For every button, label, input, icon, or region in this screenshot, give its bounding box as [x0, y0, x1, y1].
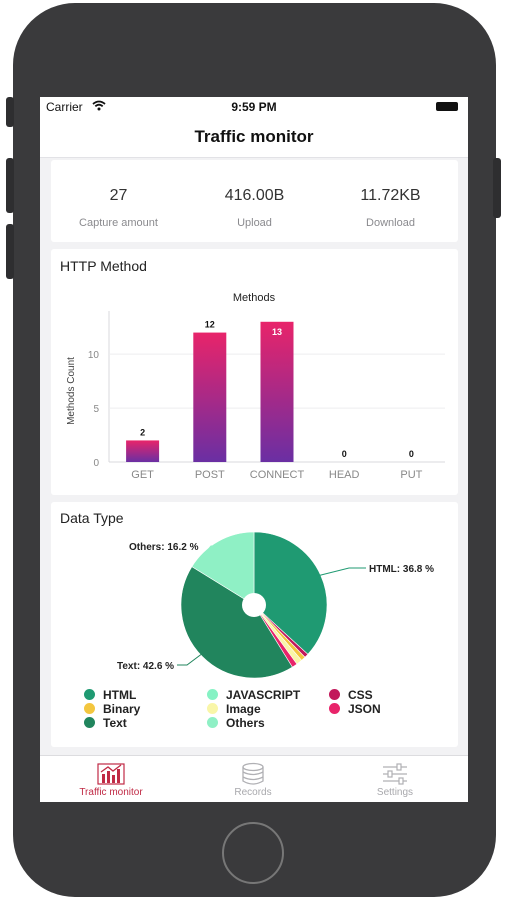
pie-slices: [180, 531, 328, 679]
legend-swatch: [207, 689, 218, 700]
stat-label: Download: [366, 217, 415, 229]
bar-value-label: 2: [140, 427, 145, 437]
bar-post: [193, 332, 227, 462]
section-title: HTTP Method: [60, 258, 147, 274]
x-tick-label: PUT: [400, 469, 422, 481]
callout-text: Text: 42.6 %: [117, 661, 174, 672]
data-type-pie-chart: HTML: 36.8 % Text: 42.6 % Others: 16.2 %: [117, 531, 434, 679]
status-time: 9:59 PM: [231, 100, 277, 114]
tab-records[interactable]: Records: [182, 756, 324, 802]
callout-html: HTML: 36.8 %: [369, 564, 434, 575]
stat-value: 11.72KB: [360, 187, 421, 204]
y-axis-ticks: 0 5 10: [88, 350, 100, 469]
stat-value: 416.00B: [224, 187, 285, 204]
methods-bar-chart: Methods Methods Count 0 5 10 2 12 13 0 0 GET PO…: [66, 292, 445, 481]
legend-label: HTML: [103, 688, 137, 702]
legend-swatch: [84, 703, 95, 714]
page-title: Traffic monitor: [194, 127, 314, 146]
y-tick-label: 0: [93, 458, 99, 469]
callout-line-text: [177, 649, 208, 666]
legend-label: Text: [103, 716, 127, 730]
bar-value-label: 12: [205, 320, 215, 330]
bar-value-label: 0: [342, 449, 347, 459]
callout-others: Others: 16.2 %: [129, 542, 199, 553]
battery-icon: [436, 102, 458, 111]
legend-swatch: [207, 703, 218, 714]
legend-label: Binary: [103, 702, 141, 716]
x-tick-label: POST: [195, 469, 225, 481]
status-bar: Carrier 9:59 PM: [40, 97, 468, 117]
summary-card: 27 Capture amount 416.00B Upload 11.72KB…: [51, 160, 458, 242]
legend-label: Others: [226, 716, 265, 730]
sliders-icon: [383, 763, 407, 785]
legend-label: JSON: [348, 702, 381, 716]
legend-swatch: [329, 689, 340, 700]
callout-line-others: [198, 545, 217, 561]
http-method-card: HTTP Method Methods Methods Count 0 5 10 2…: [51, 249, 458, 495]
bar-value-label: 0: [409, 449, 414, 459]
volume-down-button: [6, 224, 14, 279]
x-tick-label: CONNECT: [250, 469, 305, 481]
callout-line-html: [316, 567, 366, 577]
pie-slice-html: [253, 531, 328, 655]
chart-title: Methods: [233, 292, 276, 304]
bar-chart-icon: [97, 763, 125, 785]
tab-label: Traffic monitor: [79, 787, 143, 798]
legend-swatch: [84, 689, 95, 700]
section-title: Data Type: [60, 510, 124, 526]
data-type-card: Data Type HTML: 36.8 % Text: 42.6 % Othe…: [51, 502, 458, 747]
bar-connect: [260, 321, 294, 462]
database-icon: [242, 762, 264, 785]
tab-label: Settings: [376, 787, 414, 798]
legend-label: CSS: [348, 688, 373, 702]
stat-value: 27: [109, 187, 128, 204]
pie-slice-text: [180, 566, 293, 679]
legend-swatch: [84, 717, 95, 728]
tab-bar: Traffic monitor Records Settings: [40, 755, 468, 802]
y-axis-label: Methods Count: [66, 357, 77, 425]
nav-bar: Traffic monitor: [40, 117, 468, 158]
wifi-icon: [92, 100, 106, 111]
chart-bars: 2 12 13 0 0: [126, 320, 414, 462]
bar-value-label: 13: [272, 327, 282, 337]
legend-label: Image: [226, 702, 261, 716]
stat-label: Capture amount: [79, 217, 158, 229]
x-tick-label: HEAD: [329, 469, 360, 481]
tab-traffic-monitor[interactable]: Traffic monitor: [40, 756, 182, 802]
legend-swatch: [207, 717, 218, 728]
home-button[interactable]: [222, 822, 284, 884]
tab-settings[interactable]: Settings: [324, 756, 466, 802]
tab-label: Records: [234, 787, 272, 798]
mute-switch: [6, 97, 14, 127]
pie-hole: [242, 593, 266, 617]
legend-label: JAVASCRIPT: [226, 688, 301, 702]
stat-label: Upload: [237, 217, 272, 229]
power-button: [493, 158, 501, 218]
legend-swatch: [329, 703, 340, 714]
bar-get: [126, 440, 160, 462]
x-axis-ticks: GET POST CONNECT HEAD PUT: [131, 469, 422, 481]
y-tick-label: 10: [88, 350, 100, 361]
carrier-label: Carrier: [46, 100, 83, 114]
y-tick-label: 5: [93, 404, 99, 415]
x-tick-label: GET: [131, 469, 154, 481]
app-screen: Carrier 9:59 PM Traffic monitor 27 Captu…: [40, 97, 468, 802]
volume-up-button: [6, 158, 14, 213]
